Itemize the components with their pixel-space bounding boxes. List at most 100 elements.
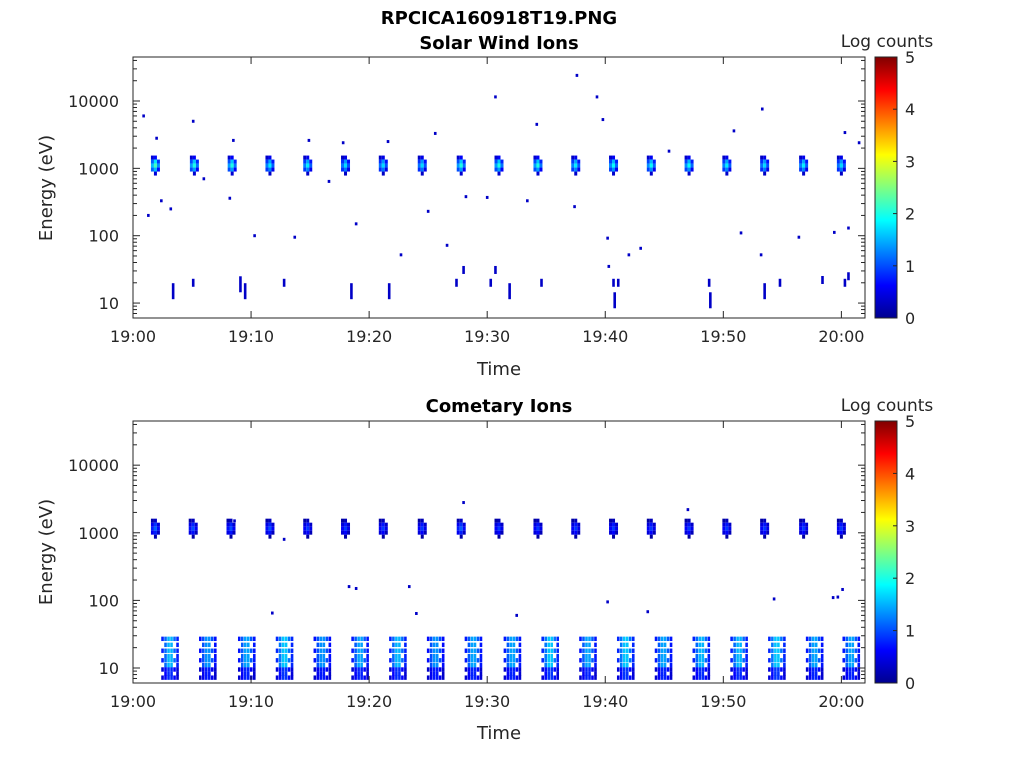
cometary-band-cell xyxy=(556,636,560,642)
solar-wind-burst-cell xyxy=(271,159,275,164)
solar-wind-burst-cell xyxy=(500,163,504,168)
solar-wind-burst-cell xyxy=(303,163,307,168)
solar-wind-burst-cell xyxy=(574,155,578,160)
solar-wind-count-streak xyxy=(171,283,175,300)
cometary-band-cell xyxy=(820,653,824,659)
cometary-burst-cell xyxy=(539,526,543,531)
solar-wind-burst-cell xyxy=(303,155,307,160)
solar-wind-plot-area xyxy=(132,56,866,319)
cometary-burst-cell xyxy=(191,522,195,527)
cometary-band-cell xyxy=(476,648,480,653)
solar-wind-burst-cell xyxy=(381,163,385,168)
solar-wind-burst-cell xyxy=(497,159,501,164)
cometary-burst-cell xyxy=(805,522,809,527)
cometary-band-cell xyxy=(313,675,317,680)
cometary-band-cell xyxy=(404,653,407,659)
cometary-y-tick-label: 1000 xyxy=(78,524,119,543)
cometary-band-cell xyxy=(319,671,323,677)
cometary-band-cell xyxy=(366,675,369,680)
cometary-band-cell xyxy=(594,663,597,668)
cometary-band-cell xyxy=(622,653,626,659)
cometary-x-tick-label: 20:00 xyxy=(818,692,864,711)
cometary-band-cell xyxy=(547,675,551,680)
cometary-band-cell xyxy=(631,642,635,648)
cometary-burst-cell xyxy=(577,522,581,527)
solar-wind-burst-cell xyxy=(420,167,424,172)
cometary-burst-cell xyxy=(462,522,466,527)
cometary-band-cell xyxy=(467,663,471,668)
solar-wind-count-point xyxy=(595,95,599,99)
cometary-burst-cell xyxy=(536,518,540,523)
solar-wind-burst-cell xyxy=(571,155,575,160)
cometary-band-cell xyxy=(319,642,323,648)
cometary-band-cell xyxy=(467,636,471,642)
cometary-band-cell xyxy=(808,667,812,672)
cometary-band-cell xyxy=(429,642,433,648)
cometary-band-cell xyxy=(287,636,291,642)
solar-wind-burst-cell xyxy=(646,167,650,172)
cometary-burst-cell xyxy=(341,530,345,535)
cometary-band-cell xyxy=(392,648,395,653)
cometary-band-cell xyxy=(594,648,597,653)
cometary-band-cell xyxy=(176,636,179,642)
cometary-band-cell xyxy=(515,658,519,663)
cometary-burst-cell xyxy=(309,522,313,527)
cometary-burst-cell xyxy=(378,518,382,523)
cometary-band-cell xyxy=(631,663,635,668)
cometary-band-cell xyxy=(316,667,320,672)
cometary-burst-cell xyxy=(571,518,575,523)
cometary-band-cell xyxy=(275,636,279,642)
solar-wind-burst-cell xyxy=(836,167,840,172)
cometary-burst-cell xyxy=(226,518,230,523)
cometary-burst-cell xyxy=(341,518,345,523)
cometary-band-cell xyxy=(470,642,474,648)
cometary-burst-cell xyxy=(725,530,729,535)
cometary-band-cell xyxy=(582,653,585,659)
cometary-band-cell xyxy=(547,642,551,648)
cometary-x-tick-label: 19:40 xyxy=(582,692,628,711)
cometary-burst-cell xyxy=(191,518,195,523)
solar-wind-colorbar xyxy=(874,56,898,319)
cometary-band-cell xyxy=(745,667,748,672)
cometary-band-cell xyxy=(316,675,320,680)
cometary-band-cell xyxy=(214,653,217,659)
solar-wind-y-tick-label: 100 xyxy=(88,227,119,246)
cometary-band-cell xyxy=(281,663,285,668)
cometary-band-cell xyxy=(556,658,560,663)
solar-wind-burst-cell xyxy=(195,163,199,168)
cometary-band-cell xyxy=(660,667,664,672)
solar-wind-count-point xyxy=(341,141,345,145)
solar-wind-burst-cell xyxy=(233,163,237,168)
cometary-band-cell xyxy=(208,663,211,668)
cometary-band-cell xyxy=(313,658,317,663)
cometary-burst-cell xyxy=(456,518,460,523)
solar-wind-burst-cell xyxy=(649,171,653,176)
cometary-burst-cell xyxy=(232,526,236,531)
cometary-band-cell xyxy=(287,667,291,672)
cometary-burst-cell xyxy=(728,522,732,527)
cometary-burst-cell xyxy=(341,522,345,527)
solar-wind-burst-cell xyxy=(571,163,575,168)
solar-wind-burst-cell xyxy=(462,163,466,168)
cometary-band-cell xyxy=(774,636,777,642)
cometary-band-cell xyxy=(780,658,783,663)
cometary-band-cell xyxy=(363,648,366,653)
cometary-band-cell xyxy=(845,667,849,672)
cometary-band-cell xyxy=(544,667,548,672)
cometary-burst-cell xyxy=(722,518,726,523)
cometary-band-cell xyxy=(851,653,855,659)
solar-wind-count-point xyxy=(426,209,430,213)
cometary-burst-cell xyxy=(652,522,656,527)
cometary-band-cell xyxy=(591,636,594,642)
cometary-band-cell xyxy=(328,653,332,659)
cometary-band-cell xyxy=(704,648,708,653)
solar-wind-burst-cell xyxy=(728,163,732,168)
cometary-band-cell xyxy=(820,675,824,680)
cometary-band-cell xyxy=(509,667,513,672)
cometary-band-cell xyxy=(733,642,736,648)
cometary-band-cell xyxy=(432,636,436,642)
cometary-band-cell xyxy=(237,667,241,672)
cometary-band-cell xyxy=(657,653,661,659)
cometary-band-cell xyxy=(473,642,477,648)
cometary-band-cell xyxy=(360,675,363,680)
